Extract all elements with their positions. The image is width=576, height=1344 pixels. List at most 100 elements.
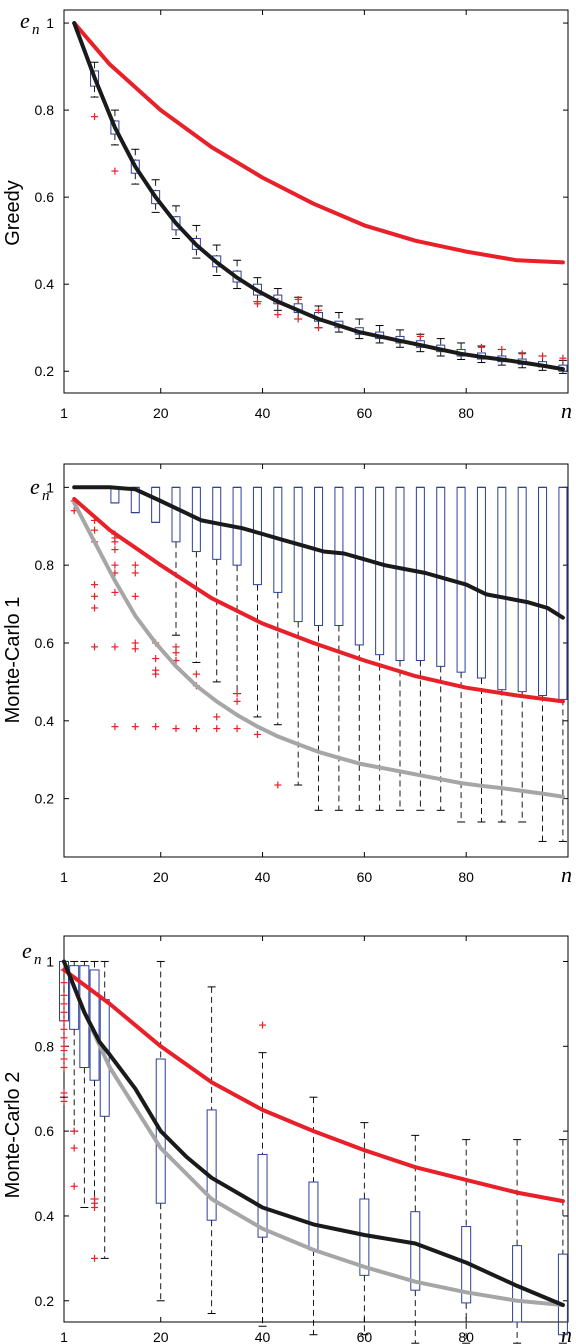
box-body xyxy=(171,486,181,543)
y-tick-label: 0.8 xyxy=(35,1038,55,1054)
box-body xyxy=(410,1211,421,1291)
series-line xyxy=(62,959,565,1307)
outlier-point xyxy=(259,1021,267,1029)
outlier-point xyxy=(539,352,547,360)
box-plot xyxy=(415,486,425,811)
outlier-point xyxy=(91,581,99,589)
outlier-point xyxy=(111,723,119,731)
outlier-point xyxy=(213,713,221,721)
panel-ylabel: Monte-Carlo 2 xyxy=(2,1072,24,1199)
box-plot xyxy=(497,486,507,823)
outlier-point xyxy=(131,569,139,577)
box-plot xyxy=(191,224,201,259)
x-axis-symbol: n xyxy=(561,862,572,887)
box-plot xyxy=(461,1139,472,1344)
box-body xyxy=(130,159,140,174)
box-plot xyxy=(314,486,324,811)
outlier-point xyxy=(315,324,323,332)
box-body xyxy=(314,486,324,626)
box-body xyxy=(334,486,344,626)
outlier-point xyxy=(152,655,160,663)
plot-frame xyxy=(63,9,569,394)
outlier-point xyxy=(111,538,119,546)
x-axis-symbol: n xyxy=(561,398,572,423)
box-plot xyxy=(252,486,262,718)
outlier-point xyxy=(60,1097,68,1105)
y-tick-label: 0.4 xyxy=(35,713,55,729)
box-body xyxy=(476,486,486,679)
y-tick-label: 0.8 xyxy=(35,102,55,118)
outlier-point xyxy=(233,690,241,698)
outlier-point xyxy=(131,561,139,569)
outlier-point xyxy=(172,649,180,657)
panel-monte-carlo-1: Monte-Carlo 1 e n n 1 20 40 60 80 0.2 0.4 0.6 0.… xyxy=(2,463,572,887)
outlier-point xyxy=(91,604,99,612)
box-body xyxy=(308,1181,319,1251)
outlier-point xyxy=(111,561,119,569)
box-plot xyxy=(212,486,222,683)
x-tick-label: 1 xyxy=(60,1329,68,1344)
outlier-point xyxy=(274,311,282,319)
outlier-point xyxy=(294,315,302,323)
box-plot xyxy=(354,318,364,340)
x-tick-label: 40 xyxy=(255,869,271,885)
outlier-point xyxy=(60,1034,68,1042)
box-body xyxy=(206,1109,217,1221)
box-body xyxy=(191,237,201,250)
outlier-point xyxy=(60,1008,68,1016)
y-tick-label: 1 xyxy=(46,15,54,31)
outlier-point xyxy=(131,645,139,653)
box-plot xyxy=(558,486,568,842)
x-tick-label: 60 xyxy=(357,1329,373,1344)
box-body xyxy=(79,965,90,1068)
box-plot xyxy=(79,960,90,1208)
x-axis-symbol: n xyxy=(561,1322,572,1344)
x-tick-label: 80 xyxy=(458,405,474,421)
box-plot xyxy=(476,486,486,823)
outlier-point xyxy=(60,1055,68,1063)
outlier-point xyxy=(498,345,506,353)
box-plot xyxy=(334,486,344,811)
panel-greedy: Greedy e n n 1 20 40 60 80 0.2 0.4 0.6 0.8 1 xyxy=(2,8,572,423)
box-body xyxy=(456,486,466,673)
outlier-point xyxy=(416,332,424,340)
box-plot xyxy=(456,486,466,823)
x-tick-label: 1 xyxy=(60,405,68,421)
outlier-point xyxy=(152,670,160,678)
outlier-point xyxy=(60,979,68,987)
outlier-point xyxy=(91,1203,99,1211)
plot-frame xyxy=(63,463,569,858)
box-body xyxy=(558,486,568,700)
outlier-point xyxy=(192,670,200,678)
x-tick-label: 60 xyxy=(357,405,373,421)
box-plot xyxy=(155,960,166,1302)
series-line xyxy=(72,21,565,372)
outlier-point xyxy=(294,295,302,303)
box-plot xyxy=(512,1139,523,1344)
x-tick-label: 40 xyxy=(255,1329,271,1344)
series-line xyxy=(72,485,565,620)
plot-frame xyxy=(63,935,569,1323)
box-body xyxy=(151,190,161,205)
box-plot xyxy=(334,311,344,333)
box-plot xyxy=(273,486,283,726)
y-axis-symbol: e xyxy=(30,474,40,499)
box-plot xyxy=(293,486,303,786)
box-plot xyxy=(206,986,217,1315)
outlier-point xyxy=(60,1063,68,1071)
outlier-point xyxy=(111,588,119,596)
box-plot xyxy=(436,486,446,811)
box-plot xyxy=(354,486,364,811)
series-line xyxy=(72,21,565,265)
outlier-point xyxy=(70,1182,78,1190)
y-axis-subscript: n xyxy=(34,952,42,968)
outlier-point xyxy=(315,306,323,314)
y-tick-label: 0.6 xyxy=(35,189,55,205)
y-tick-label: 0.2 xyxy=(35,1293,55,1309)
box-body xyxy=(257,1153,268,1238)
outlier-point xyxy=(91,526,99,534)
outlier-point xyxy=(60,1017,68,1025)
outlier-point xyxy=(131,723,139,731)
outlier-point xyxy=(559,354,567,362)
